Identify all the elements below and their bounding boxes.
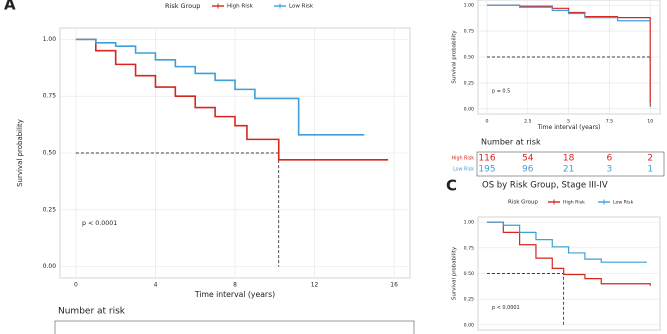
legend-title: Risk Group — [165, 2, 200, 10]
x-tick-label: 7.5 — [606, 119, 613, 125]
survival-curve — [75, 38, 365, 136]
risk-count: 1 — [647, 165, 653, 175]
risk-count: 6 — [607, 154, 613, 164]
x-tick-label: 0 — [74, 282, 78, 289]
survival-curve — [486, 221, 647, 263]
x-axis-label: Time interval (years) — [194, 290, 275, 299]
y-tick-label: 0.25 — [43, 206, 56, 213]
x-tick-label: 2.5 — [524, 119, 531, 125]
x-tick-label: 8 — [233, 282, 237, 289]
panel-label: A — [4, 0, 16, 14]
y-tick-label: 0.50 — [464, 271, 474, 277]
y-tick-label: 0.00 — [464, 106, 474, 112]
risk-count: 3 — [607, 165, 613, 175]
risk-count: 2 — [647, 154, 653, 164]
p-value: p = 0.5 — [492, 89, 510, 95]
survival-curve — [486, 4, 651, 22]
y-axis-label: Survival probability — [452, 30, 458, 84]
legend-label: Low Risk — [613, 200, 634, 206]
legend-title: Risk Group — [508, 200, 538, 206]
risk-table-box — [54, 320, 415, 334]
risk-count: 18 — [563, 154, 575, 164]
p-value: p < 0.0001 — [82, 220, 117, 227]
risk-row-label: Low Risk — [453, 167, 474, 173]
y-tick-label: 1.00 — [43, 36, 56, 43]
risk-count: 21 — [563, 165, 574, 175]
x-tick-label: 12 — [311, 282, 319, 289]
panel-label: C — [446, 177, 457, 195]
risk-count: 116 — [478, 154, 495, 164]
y-tick-label: 0.00 — [464, 322, 474, 328]
y-tick-label: 0.75 — [464, 29, 474, 35]
x-axis-label: Time interval (years) — [536, 124, 600, 131]
x-tick-label: 0 — [485, 119, 488, 125]
y-tick-label: 0.75 — [43, 93, 56, 100]
x-tick-label: 4 — [154, 282, 158, 289]
y-tick-label: 1.00 — [464, 3, 474, 9]
y-tick-label: 0.50 — [464, 55, 474, 61]
risk-table-title: Number at risk — [58, 307, 126, 317]
x-tick-label: 5 — [567, 119, 570, 125]
legend-label: High Risk — [563, 200, 585, 206]
y-tick-label: 0.75 — [464, 245, 474, 251]
survival-curve — [486, 221, 651, 286]
p-value: p < 0.0001 — [492, 305, 520, 311]
risk-count: 54 — [522, 154, 534, 164]
y-tick-label: 1.00 — [464, 220, 474, 226]
risk-table-box — [476, 151, 665, 177]
y-tick-label: 0.00 — [43, 263, 56, 270]
y-tick-label: 0.25 — [464, 80, 474, 86]
risk-table-title: Number at risk — [481, 138, 541, 147]
y-axis-label: Survival probability — [452, 246, 458, 300]
y-axis-label: Survival probability — [16, 119, 24, 187]
risk-row-label: High Risk — [452, 156, 475, 162]
x-tick-label: 10 — [647, 119, 653, 125]
x-tick-label: 16 — [390, 282, 398, 289]
risk-count: 195 — [478, 165, 495, 175]
y-tick-label: 0.25 — [464, 297, 474, 303]
chart-title: OS by Risk Group, Stage III-IV — [482, 181, 608, 191]
y-tick-label: 0.50 — [43, 150, 56, 157]
legend-label: High Risk — [227, 4, 254, 10]
risk-count: 96 — [522, 165, 534, 175]
survival-curve — [75, 38, 389, 161]
legend-label: Low Risk — [289, 4, 314, 10]
